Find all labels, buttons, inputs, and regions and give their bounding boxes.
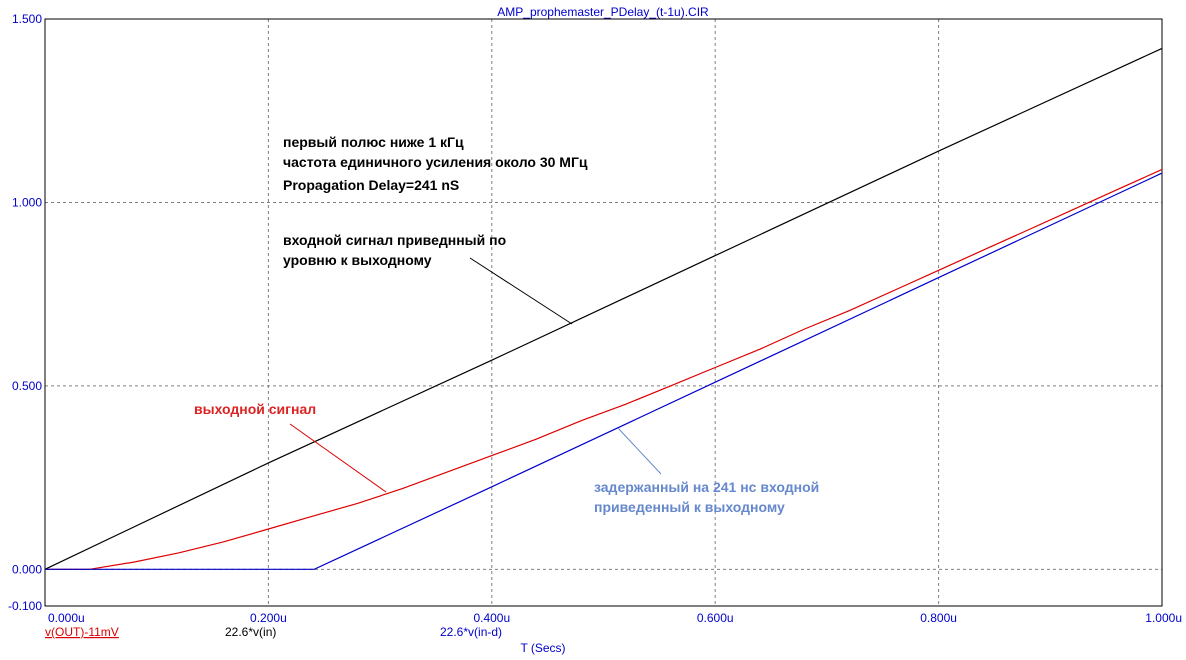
leader-line-input (469, 257, 573, 325)
legend-out[interactable]: v(OUT)-11mV (45, 625, 119, 639)
leader-line-output (289, 423, 387, 493)
series-line-1 (44, 47, 1163, 570)
x-axis-ticks: 0.000u 0.200u 0.400u 0.600u 0.800u 1.000u (48, 611, 1182, 625)
x-tick-label: 0.000u (48, 611, 85, 625)
annotation-output: выходной сигнал (194, 401, 316, 417)
y-axis-ticks: 1.500 1.000 0.500 0.000 -0.100 (8, 12, 42, 613)
x-tick-label: 1.000u (1145, 611, 1182, 625)
y-tick-label: 1.000 (12, 195, 42, 209)
x-tick-label: 0.400u (473, 611, 510, 625)
series-line-0 (45, 168, 1163, 570)
annotation-input-1: входной сигнал приведнный по (283, 232, 506, 248)
y-tick-label: 0.500 (12, 379, 42, 393)
legend-in-d[interactable]: 22.6*v(in-d) (440, 625, 502, 639)
annotation-unity-gain: частота единичного усиления около 30 МГц (283, 154, 588, 170)
leader-line-delayed (617, 427, 662, 475)
chart-title: AMP_prophemaster_PDelay_(t-1u).CIR (497, 5, 709, 19)
y-tick-label: 1.500 (12, 12, 42, 26)
x-tick-label: 0.200u (250, 611, 287, 625)
x-tick-label: 0.600u (697, 611, 734, 625)
grid (45, 19, 1162, 606)
annotation-first-pole: первый полюс ниже 1 кГц (283, 134, 464, 150)
annotation-input-2: уровню к выходному (283, 252, 432, 268)
y-tick-label: -0.100 (8, 599, 42, 613)
series-line-2 (45, 172, 1163, 570)
annotation-propagation-delay: Propagation Delay=241 nS (283, 177, 459, 193)
plot-frame (44, 18, 1163, 607)
y-tick-label: 0.000 (12, 562, 42, 576)
annotation-delayed-2: приведенный к выходному (594, 499, 785, 515)
series-group (44, 47, 1163, 570)
x-tick-label: 0.800u (920, 611, 957, 625)
x-axis-label: T (Secs) (520, 641, 565, 655)
legend-in[interactable]: 22.6*v(in) (225, 625, 276, 639)
annotation-delayed-1: задержанный на 241 нс входной (594, 479, 819, 495)
